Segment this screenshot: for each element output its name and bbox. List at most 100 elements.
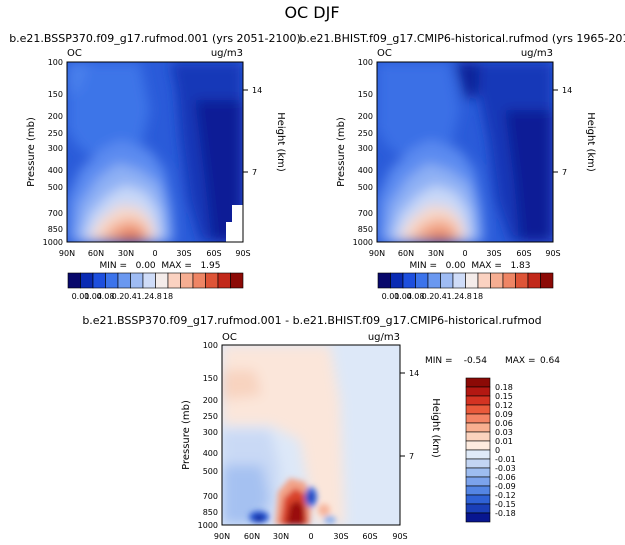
colorbar-level-label: 4.8 [459, 292, 472, 301]
panel-difference-x-ticks: 90N 60N 30N 0 30S 60S 90S [214, 532, 408, 541]
colorbar-swatch [230, 272, 244, 289]
panel-historical-x-ticks: 90N 60N 30N 0 30S 60S 90S [369, 249, 561, 258]
colorbar-swatch [67, 272, 81, 289]
colorbar-level-label: 0.08 [97, 292, 115, 301]
x-tick-label: 60S [516, 249, 531, 258]
x-tick-label: 60S [206, 249, 221, 258]
height-tick-label: 14 [562, 86, 572, 95]
x-tick-label: 30S [333, 532, 348, 541]
colorbar-level-label: 18 [163, 292, 173, 301]
colorbar-swatch [390, 272, 404, 289]
panel-ssp370-units-label: ug/m3 [211, 48, 243, 59]
x-tick-label: 30N [118, 249, 134, 258]
y-tick-label: 200 [48, 112, 63, 121]
colorbar-level-label: 0.4 [434, 292, 447, 301]
y-tick-label: 500 [358, 183, 373, 192]
y-tick-label: 300 [203, 428, 218, 437]
colorbar-level-label: 0.15 [495, 392, 513, 401]
panel-historical-stats: MIN = 0.00 MAX = 1.83 [409, 261, 530, 271]
panel-ssp370-right-ticks: 14 7 [243, 86, 262, 177]
x-tick-label: 90S [545, 249, 560, 258]
colorbar-level-label: 0.06 [495, 419, 513, 428]
colorbar-swatch [440, 272, 454, 289]
colorbar-swatch [465, 386, 491, 397]
colorbar-level-label: 0.08 [407, 292, 425, 301]
colorbar-swatch [465, 440, 491, 451]
y-tick-label: 500 [48, 183, 63, 192]
y-tick-label: 100 [203, 341, 218, 350]
colorbar-swatch [205, 272, 219, 289]
colorbar-swatch [465, 395, 491, 406]
panel-historical-title: b.e21.BHIST.f09_g17.CMIP6-historical.ruf… [299, 32, 625, 45]
colorbar-level-label: 0 [495, 446, 500, 455]
diff-min-value: -0.54 [464, 356, 488, 366]
colorbar-swatch [92, 272, 106, 289]
panel-ssp370-right-axis-label: Height (km) [275, 112, 286, 172]
colorbar-swatch [465, 494, 491, 505]
colorbar-level-label: -0.09 [495, 482, 516, 491]
colorbar-swatch [465, 404, 491, 415]
diff-min-label: MIN = [425, 356, 453, 366]
colorbar-level-label: -0.15 [495, 500, 516, 509]
colorbar-swatch [80, 272, 94, 289]
colorbar-swatch [465, 458, 491, 469]
diff-max-value: 0.64 [540, 356, 560, 366]
x-tick-label: 90N [369, 249, 385, 258]
panel-ssp370-title: b.e21.BSSP370.f09_g17.rufmod.001 (yrs 20… [9, 32, 301, 45]
colorbar-swatch [180, 272, 194, 289]
colorbar-swatch [167, 272, 181, 289]
panel-historical-frame [376, 61, 554, 243]
colorbar-swatch [515, 272, 529, 289]
colorbar-absolute-right: 0.010.040.080.2 0.4 1.2 4.8 18 [377, 272, 554, 301]
panel-historical-y-axis-label: Pressure (mb) [336, 117, 347, 187]
panel-difference-frame [221, 344, 401, 526]
colorbar-level-label: 0.01 [72, 292, 90, 301]
height-tick-label: 7 [252, 168, 257, 177]
y-tick-label: 200 [203, 396, 218, 405]
panel-historical-y-ticks: 100 150 200 250 300 400 500 700 850 1000 [353, 58, 373, 247]
colorbar-swatch [465, 512, 491, 523]
height-tick-label: 7 [409, 452, 414, 461]
x-tick-label: 90N [214, 532, 230, 541]
colorbar-swatch [540, 272, 554, 289]
colorbar-level-label: -0.06 [495, 473, 516, 482]
colorbar-level-label: -0.01 [495, 455, 516, 464]
y-tick-label: 100 [48, 58, 63, 67]
colorbar-level-label: 0.04 [84, 292, 102, 301]
colorbar-level-label: 0.03 [495, 428, 513, 437]
panel-historical: b.e21.BHIST.f09_g17.CMIP6-historical.ruf… [299, 32, 625, 271]
colorbar-level-label: 1.2 [137, 292, 150, 301]
panel-historical-right-axis-label: Height (km) [585, 112, 596, 172]
y-tick-label: 150 [48, 90, 63, 99]
x-tick-label: 60S [362, 532, 377, 541]
colorbar-level-label: 0.01 [495, 437, 513, 446]
panel-difference-variable-label: OC [222, 332, 237, 343]
diff-max-label: MAX = [505, 356, 536, 366]
colorbar-swatch [465, 449, 491, 460]
colorbar-swatch [402, 272, 416, 289]
y-tick-label: 250 [358, 129, 373, 138]
colorbar-level-label: 1.2 [447, 292, 460, 301]
x-tick-label: 0 [308, 532, 313, 541]
y-tick-label: 400 [48, 166, 63, 175]
colorbar-swatch [465, 377, 491, 388]
colorbar-swatch [490, 272, 504, 289]
colorbar-level-label: 0.4 [124, 292, 137, 301]
panel-ssp370-variable-label: OC [67, 48, 82, 59]
colorbar-swatch [105, 272, 119, 289]
y-tick-label: 850 [203, 508, 218, 517]
panel-ssp370-field [67, 62, 243, 242]
y-tick-label: 150 [203, 374, 218, 383]
panel-difference-right-ticks: 14 7 [400, 369, 419, 461]
panel-ssp370: b.e21.BSSP370.f09_g17.rufmod.001 (yrs 20… [9, 32, 301, 271]
panel-ssp370-y-axis-label: Pressure (mb) [26, 117, 37, 187]
colorbar-level-label: 0.18 [495, 383, 513, 392]
colorbar-swatch [527, 272, 541, 289]
x-tick-label: 30S [486, 249, 501, 258]
y-tick-label: 850 [358, 225, 373, 234]
colorbar-level-label: 0.01 [382, 292, 400, 301]
panel-difference-y-ticks: 100 150 200 250 300 400 500 700 850 1000 [198, 341, 218, 530]
colorbar-level-label: 0.2 [112, 292, 125, 301]
y-tick-label: 1000 [43, 238, 63, 247]
x-tick-label: 60N [88, 249, 104, 258]
